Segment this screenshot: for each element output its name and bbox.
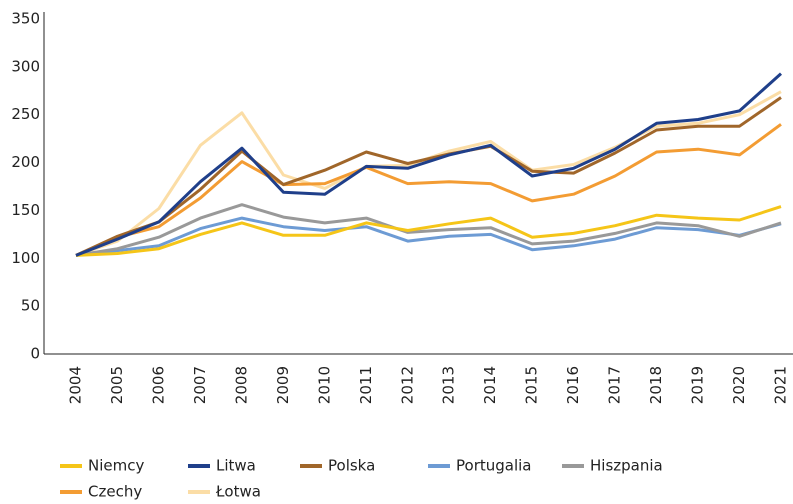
x-tick-label: 2017	[606, 366, 624, 404]
legend-label: Czechy	[88, 483, 142, 501]
legend-label: Łotwa	[215, 483, 261, 501]
x-tick-label: 2004	[67, 366, 85, 404]
x-tick-label: 2013	[440, 366, 458, 404]
y-tick-label: 150	[11, 201, 40, 219]
x-tick-label: 2015	[523, 366, 541, 404]
y-tick-label: 0	[30, 345, 40, 363]
x-tick-label: 2014	[481, 366, 499, 404]
series-line	[75, 205, 782, 257]
x-tick-label: 2006	[149, 366, 167, 404]
x-tick-label: 2010	[315, 366, 333, 404]
x-tick-label: 2005	[108, 366, 126, 404]
y-tick-label: 300	[11, 57, 40, 75]
x-tick-label: 2011	[357, 366, 375, 404]
x-tick-label: 2008	[232, 366, 250, 404]
series-line	[75, 96, 782, 257]
series-line	[75, 216, 782, 257]
y-tick-label: 200	[11, 153, 40, 171]
x-tick-label: 2020	[730, 366, 748, 404]
series-line	[75, 203, 782, 257]
x-tick-label: 2007	[191, 366, 209, 404]
legend-label: Litwa	[216, 457, 256, 475]
y-tick-label: 50	[21, 297, 40, 315]
legend-label: Polska	[328, 457, 375, 475]
y-tick-label: 250	[11, 105, 40, 123]
x-tick-label: 2012	[398, 366, 416, 404]
x-tick-label: 2021	[772, 366, 790, 404]
series-line	[75, 72, 783, 257]
legend-label: Niemcy	[88, 457, 144, 475]
x-tick-label: 2018	[647, 366, 665, 404]
x-tick-label: 2016	[564, 366, 582, 404]
x-tick-label: 2019	[689, 366, 707, 404]
y-tick-label: 100	[11, 249, 40, 267]
x-tick-label: 2009	[274, 366, 292, 404]
legend-label: Portugalia	[456, 457, 531, 475]
y-tick-label: 350	[11, 10, 40, 28]
legend-label: Hiszpania	[590, 457, 663, 475]
series-line	[75, 123, 782, 257]
